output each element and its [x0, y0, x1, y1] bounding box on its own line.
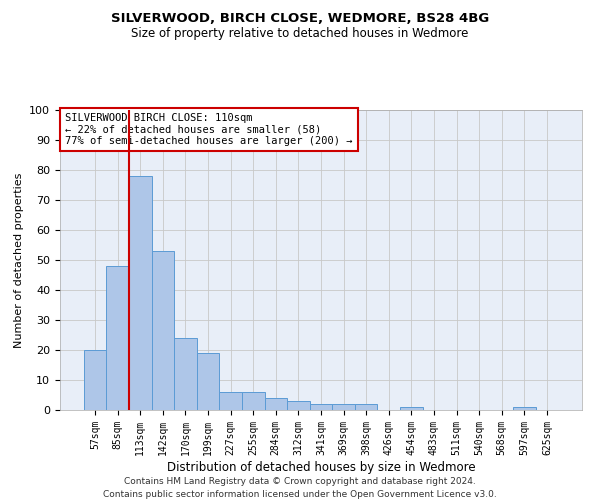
Bar	[513, 407, 536, 410]
Bar	[265, 398, 287, 410]
Bar	[400, 407, 422, 410]
Bar	[220, 392, 242, 410]
Bar	[174, 338, 197, 410]
X-axis label: Distribution of detached houses by size in Wedmore: Distribution of detached houses by size …	[167, 460, 475, 473]
Bar	[310, 404, 332, 410]
Bar	[332, 404, 355, 410]
Bar	[152, 251, 174, 410]
Bar	[129, 176, 152, 410]
Bar	[106, 266, 129, 410]
Bar	[287, 401, 310, 410]
Text: SILVERWOOD BIRCH CLOSE: 110sqm
← 22% of detached houses are smaller (58)
77% of : SILVERWOOD BIRCH CLOSE: 110sqm ← 22% of …	[65, 113, 353, 146]
Bar	[242, 392, 265, 410]
Text: Contains public sector information licensed under the Open Government Licence v3: Contains public sector information licen…	[103, 490, 497, 499]
Bar	[355, 404, 377, 410]
Text: Contains HM Land Registry data © Crown copyright and database right 2024.: Contains HM Land Registry data © Crown c…	[124, 478, 476, 486]
Y-axis label: Number of detached properties: Number of detached properties	[14, 172, 24, 348]
Bar	[197, 353, 220, 410]
Text: SILVERWOOD, BIRCH CLOSE, WEDMORE, BS28 4BG: SILVERWOOD, BIRCH CLOSE, WEDMORE, BS28 4…	[111, 12, 489, 26]
Text: Size of property relative to detached houses in Wedmore: Size of property relative to detached ho…	[131, 28, 469, 40]
Bar	[84, 350, 106, 410]
